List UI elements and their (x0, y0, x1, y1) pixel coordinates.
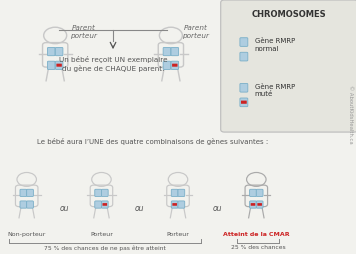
FancyBboxPatch shape (171, 201, 178, 208)
FancyBboxPatch shape (20, 201, 27, 208)
FancyBboxPatch shape (221, 0, 356, 132)
FancyBboxPatch shape (171, 61, 179, 69)
FancyBboxPatch shape (240, 52, 248, 61)
FancyBboxPatch shape (101, 201, 108, 208)
FancyBboxPatch shape (250, 189, 256, 197)
FancyBboxPatch shape (27, 201, 33, 208)
FancyBboxPatch shape (47, 61, 55, 69)
Text: ou: ou (59, 204, 69, 213)
FancyBboxPatch shape (55, 61, 63, 69)
FancyBboxPatch shape (257, 203, 262, 206)
FancyBboxPatch shape (163, 47, 171, 56)
Text: Porteur: Porteur (90, 232, 113, 237)
Text: du gène de CHAQUE parent.: du gène de CHAQUE parent. (62, 65, 164, 72)
FancyBboxPatch shape (20, 189, 27, 197)
FancyBboxPatch shape (101, 189, 108, 197)
FancyBboxPatch shape (103, 203, 107, 206)
Text: CHROMOSOMES: CHROMOSOMES (252, 10, 326, 19)
Text: 25 % des chances: 25 % des chances (231, 245, 286, 250)
Text: Le bébé aura l’UNE des quatre combinaisons de gènes suivantes :: Le bébé aura l’UNE des quatre combinaiso… (37, 138, 269, 146)
FancyBboxPatch shape (55, 47, 63, 56)
Text: Atteint de la CMAR: Atteint de la CMAR (223, 232, 290, 237)
FancyBboxPatch shape (256, 189, 263, 197)
FancyBboxPatch shape (171, 189, 178, 197)
FancyBboxPatch shape (27, 189, 33, 197)
FancyBboxPatch shape (47, 47, 55, 56)
Text: ou: ou (213, 204, 222, 213)
FancyBboxPatch shape (178, 201, 185, 208)
FancyBboxPatch shape (95, 201, 101, 208)
Text: ou: ou (135, 204, 145, 213)
Text: Parent
porteur: Parent porteur (70, 25, 97, 39)
FancyBboxPatch shape (163, 61, 171, 69)
FancyBboxPatch shape (56, 64, 62, 67)
Text: Parent
porteur: Parent porteur (182, 25, 209, 39)
FancyBboxPatch shape (240, 38, 248, 46)
FancyBboxPatch shape (240, 84, 248, 92)
FancyBboxPatch shape (256, 201, 263, 208)
FancyBboxPatch shape (251, 203, 255, 206)
FancyBboxPatch shape (172, 64, 178, 67)
Text: © AboutKidsHealth.ca: © AboutKidsHealth.ca (348, 85, 353, 144)
FancyBboxPatch shape (178, 189, 185, 197)
Text: Gène RMRP
muté: Gène RMRP muté (255, 84, 295, 97)
Text: Un bébé reçoit UN exemplaire: Un bébé reçoit UN exemplaire (59, 56, 167, 63)
FancyBboxPatch shape (95, 189, 101, 197)
FancyBboxPatch shape (241, 101, 247, 104)
Text: 75 % des chances de ne pas être atteint: 75 % des chances de ne pas être atteint (44, 245, 166, 251)
Text: Porteur: Porteur (167, 232, 189, 237)
FancyBboxPatch shape (250, 201, 256, 208)
FancyBboxPatch shape (171, 47, 179, 56)
FancyBboxPatch shape (172, 203, 177, 206)
Text: Non-porteur: Non-porteur (7, 232, 46, 237)
FancyBboxPatch shape (240, 98, 248, 107)
Text: Gène RMRP
normal: Gène RMRP normal (255, 38, 295, 52)
